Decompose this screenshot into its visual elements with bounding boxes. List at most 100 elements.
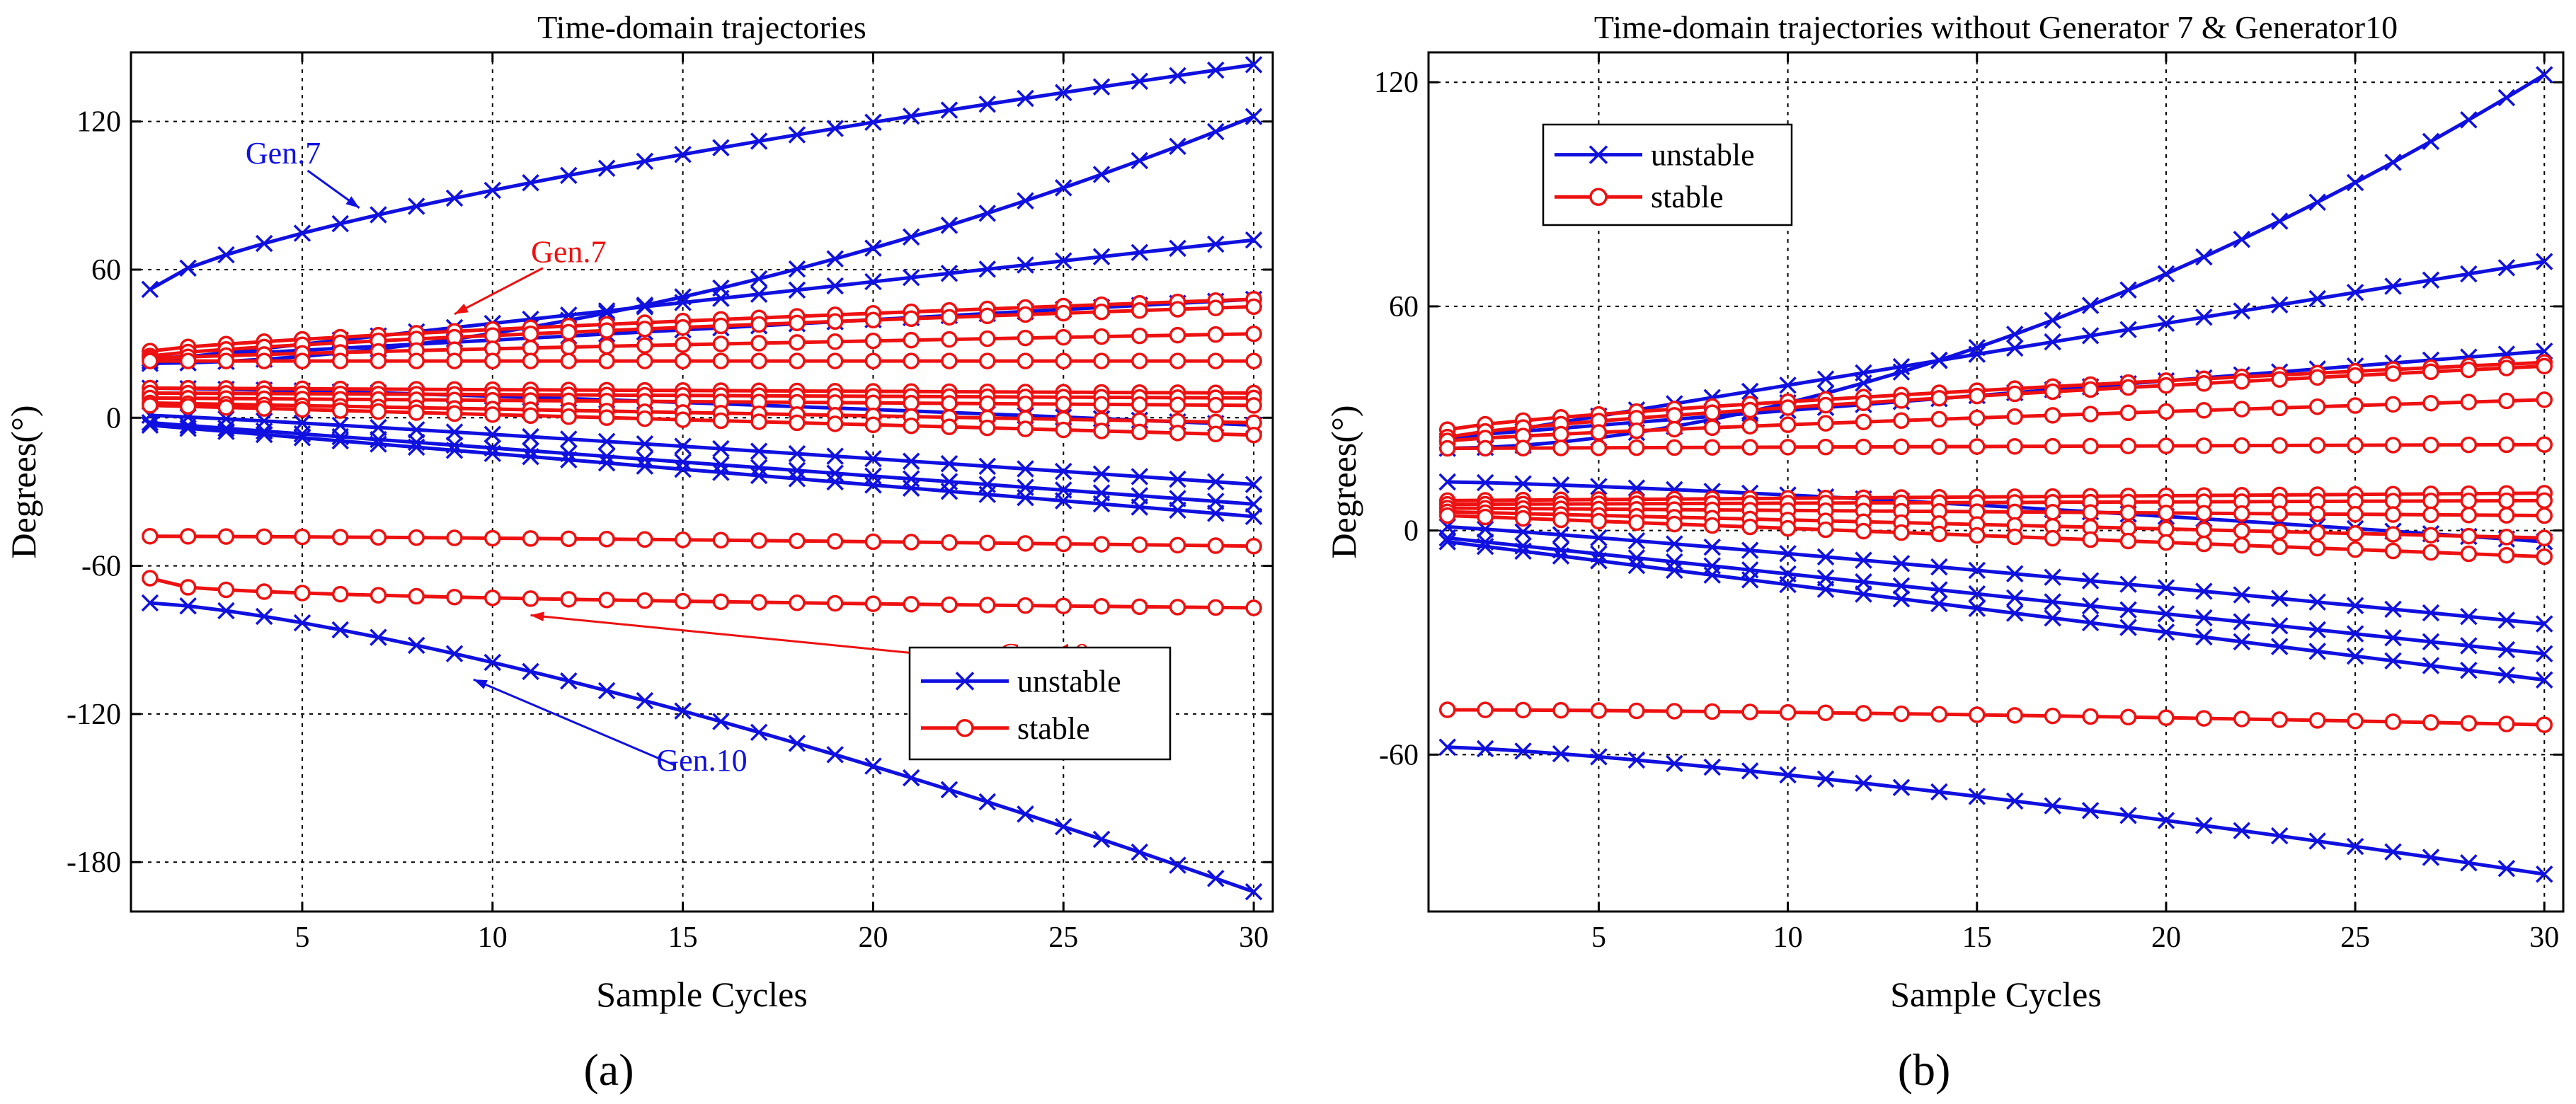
unstable-marker — [445, 645, 464, 662]
unstable-marker — [2044, 311, 2061, 329]
unstable-marker — [1816, 548, 1835, 566]
stable-marker — [2158, 403, 2175, 420]
stable-marker — [1245, 537, 1262, 555]
stable-marker — [2082, 708, 2099, 725]
unstable-marker — [1514, 742, 1532, 760]
unstable-marker — [1169, 470, 1186, 488]
stable-marker — [712, 352, 730, 369]
stable-marker — [446, 529, 463, 546]
stable-marker — [2422, 394, 2439, 412]
stable-marker — [1855, 394, 1872, 411]
unstable-marker — [2346, 284, 2364, 301]
stable-marker — [1477, 701, 1494, 718]
stable-marker — [2384, 365, 2402, 382]
stable-marker — [864, 416, 882, 434]
stable-series — [142, 397, 1262, 444]
unstable-marker — [1855, 585, 1872, 603]
unstable-marker — [560, 451, 578, 468]
unstable-marker — [1590, 748, 1608, 766]
stable-marker — [636, 531, 653, 548]
unstable-marker — [2536, 253, 2553, 270]
unstable-marker — [788, 281, 806, 299]
stable-marker — [636, 321, 653, 338]
x-tick-label: 30 — [1239, 921, 1269, 954]
stable-marker — [2347, 367, 2364, 384]
stable-marker — [560, 530, 578, 548]
unstable-marker — [255, 234, 273, 253]
unstable-marker — [2497, 666, 2516, 684]
stable-marker — [1855, 705, 1872, 722]
unstable-marker — [522, 662, 539, 681]
stable-marker — [1590, 424, 1608, 441]
stable-marker — [2233, 401, 2250, 418]
stable-marker — [560, 591, 578, 608]
stable-marker — [2006, 438, 2023, 455]
stable-marker — [941, 309, 958, 326]
stable-marker — [522, 407, 539, 425]
stable-marker — [560, 352, 578, 369]
stable-series — [142, 527, 1262, 555]
stable-marker — [979, 534, 996, 551]
unstable-marker — [1930, 558, 1948, 576]
unstable-marker — [2081, 614, 2100, 632]
unstable-marker — [2044, 333, 2061, 351]
unstable-marker — [1968, 788, 1986, 805]
unstable-marker — [2384, 277, 2402, 295]
unstable-marker — [2422, 849, 2440, 866]
stable-marker — [2119, 532, 2137, 550]
y-tick-label: -120 — [67, 698, 121, 731]
unstable-marker — [560, 166, 578, 185]
unstable-marker — [2497, 611, 2516, 629]
x-tick-label: 15 — [668, 921, 698, 954]
unstable-series-line — [149, 420, 1254, 506]
unstable-marker — [940, 217, 958, 234]
stable-marker — [979, 395, 996, 413]
x-tick-label: 5 — [1591, 921, 1606, 954]
unstable-marker — [1207, 473, 1225, 491]
stable-marker — [2271, 371, 2288, 388]
unstable-marker — [1169, 137, 1186, 156]
stable-marker — [1893, 392, 1910, 409]
unstable-marker — [597, 159, 616, 177]
stable-marker — [2308, 369, 2326, 386]
unstable-marker — [2384, 600, 2402, 619]
unstable-marker — [1092, 495, 1111, 513]
stable-marker — [1855, 522, 1872, 540]
stable-marker — [2308, 398, 2326, 415]
stable-marker — [2460, 527, 2478, 545]
stable-marker — [2044, 437, 2061, 455]
unstable-marker — [2308, 643, 2326, 660]
unstable-marker — [522, 448, 539, 466]
unstable-marker — [788, 461, 806, 479]
unstable-marker — [2346, 597, 2364, 615]
stable-marker — [674, 531, 692, 548]
chart-title: Time-domain trajectories — [537, 9, 866, 45]
stable-marker — [1017, 306, 1034, 323]
unstable-marker — [179, 259, 197, 277]
annotation-arrow-line — [454, 267, 544, 316]
unstable-marker — [1666, 535, 1683, 553]
legend-box — [1542, 123, 1793, 226]
unstable-marker — [2497, 88, 2516, 107]
unstable-marker — [2044, 568, 2061, 586]
stable-marker — [2460, 507, 2478, 524]
stable-series — [1438, 357, 2553, 446]
stable-marker — [2006, 707, 2023, 724]
stable-marker — [1093, 598, 1110, 615]
stable-series — [142, 570, 1262, 616]
unstable-marker — [1514, 542, 1532, 560]
stable-marker — [2006, 385, 2023, 403]
unstable-marker — [141, 416, 159, 435]
unstable-marker — [2384, 843, 2402, 861]
plot-frame — [130, 51, 1274, 913]
stable-marker — [560, 323, 578, 341]
unstable-marker — [2195, 582, 2213, 600]
unstable-marker — [2308, 832, 2326, 850]
unstable-marker — [2233, 633, 2251, 651]
stable-marker — [1169, 301, 1186, 318]
stable-marker — [2044, 707, 2061, 725]
unstable-marker — [1207, 235, 1225, 253]
unstable-marker — [636, 435, 654, 453]
unstable-marker — [978, 485, 996, 503]
